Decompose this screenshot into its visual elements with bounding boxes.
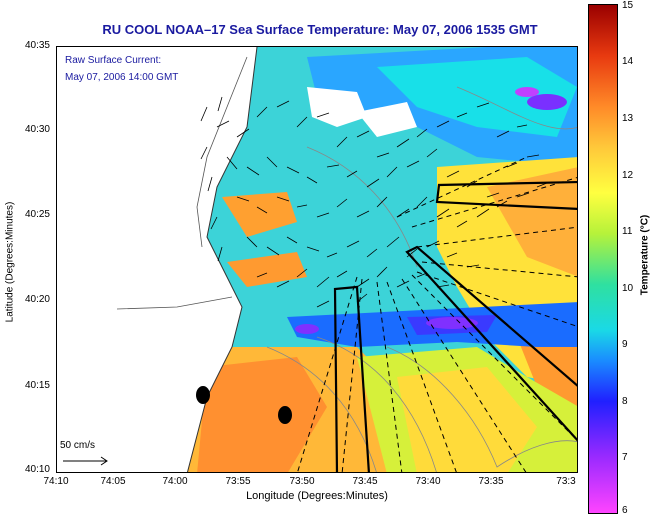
- y-tick-label: 40:10: [24, 464, 50, 475]
- x-tick-label: 73:3: [556, 476, 576, 487]
- x-tick-label: 74:00: [162, 476, 188, 487]
- colorbar-label: Temperature (°C): [639, 214, 651, 296]
- x-tick-label: 73:45: [352, 476, 378, 487]
- y-tick-label: 40:30: [24, 124, 50, 135]
- colorbar-tick-label: 14: [622, 56, 634, 67]
- map-title: RU COOL NOAA–17 Sea Surface Temperature:…: [102, 22, 538, 37]
- colorbar-tick-label: 7: [622, 452, 628, 463]
- x-tick-label: 73:50: [289, 476, 315, 487]
- y-tick-label: 40:35: [24, 40, 50, 51]
- sst-field: [57, 47, 577, 472]
- x-tick-label: 73:35: [478, 476, 504, 487]
- y-tick-label: 40:15: [24, 380, 50, 391]
- colorbar-tick-label: 15: [622, 0, 634, 11]
- colorbar-tick-label: 8: [622, 396, 628, 407]
- x-tick-label: 73:40: [415, 476, 441, 487]
- y-tick-label: 40:20: [24, 294, 50, 305]
- x-axis-label: Longitude (Degrees:Minutes): [246, 490, 388, 502]
- x-tick-label: 74:10: [43, 476, 69, 487]
- temperature-colorbar: [588, 4, 618, 514]
- legend-line-2: May 07, 2006 14:00 GMT: [65, 72, 179, 83]
- legend-line-1: Raw Surface Current:: [65, 55, 162, 66]
- colorbar-tick-label: 9: [622, 339, 628, 350]
- colorbar-tick-label: 12: [622, 170, 634, 181]
- x-tick-label: 73:55: [225, 476, 251, 487]
- x-tick-label: 74:05: [100, 476, 126, 487]
- colorbar-tick-label: 11: [622, 226, 633, 237]
- y-axis-label: Latitude (Degrees:Minutes): [4, 201, 16, 323]
- scale-label: 50 cm/s: [60, 440, 96, 451]
- sst-map: Raw Surface Current: May 07, 2006 14:00 …: [56, 46, 578, 473]
- colorbar-tick-label: 10: [622, 283, 634, 294]
- y-tick-label: 40:25: [24, 209, 50, 220]
- colorbar-tick-label: 6: [622, 505, 628, 516]
- colorbar-tick-label: 13: [622, 113, 634, 124]
